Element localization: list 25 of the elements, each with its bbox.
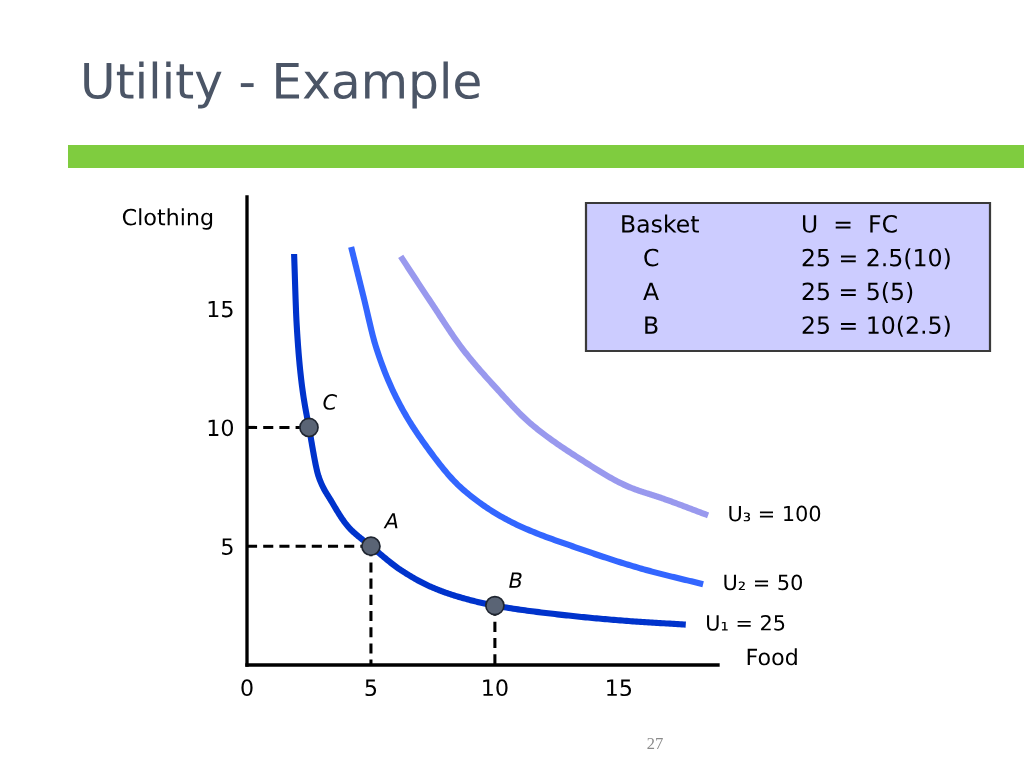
series-label: U₂ = 50 — [724, 574, 802, 591]
text: 25 = 2.5(10) — [802, 248, 950, 270]
series-label: U₃ = 100 — [729, 505, 821, 522]
x-tick-label: 15 — [607, 679, 632, 697]
text: 25 = 10(2.5) — [802, 315, 950, 337]
text: 27 — [647, 737, 663, 750]
y-tick-label: 15 — [208, 300, 233, 318]
annotation: A — [383, 513, 398, 529]
text: 25 = 5(5) — [802, 282, 913, 304]
annotation: B — [645, 316, 658, 334]
x-tick-label: 5 — [365, 679, 377, 697]
y-tick-label: 5 — [222, 538, 233, 555]
text: U = FC — [802, 214, 897, 233]
annotation: C — [644, 248, 659, 267]
annotation: B — [509, 572, 522, 588]
x-tick-label: 10 — [483, 679, 508, 697]
y-axis-title: Clothing — [122, 208, 213, 230]
y-tick-label: 10 — [208, 419, 234, 437]
annotation: C — [323, 394, 338, 410]
x-axis-title: Food — [747, 648, 797, 666]
series-label: U₁ = 25 — [707, 614, 785, 631]
x-tick-label: 0 — [241, 679, 253, 697]
annotation: Basket — [622, 214, 699, 233]
annotation: A — [643, 282, 659, 300]
chart-title: Utility - Example — [84, 61, 480, 109]
